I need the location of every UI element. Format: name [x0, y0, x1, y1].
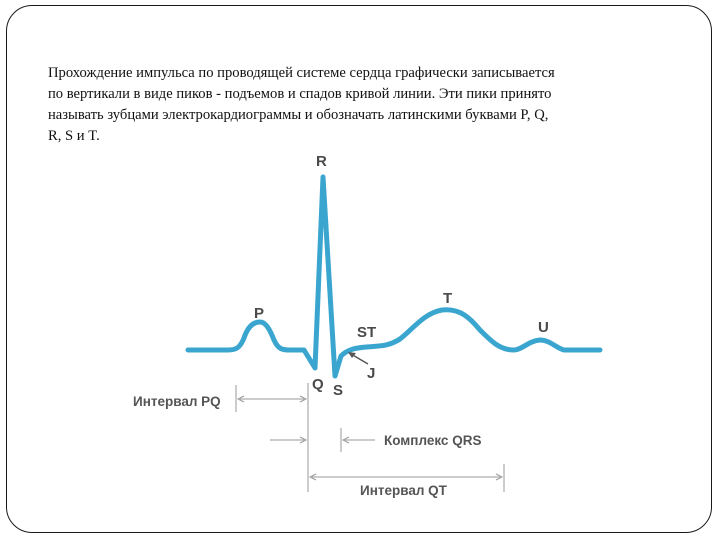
label-u: U: [538, 319, 549, 336]
paragraph-line: Прохождение импульса по проводящей систе…: [48, 65, 555, 81]
label-t: T: [443, 290, 452, 307]
j-pointer-arrowhead: [348, 352, 356, 358]
interval-qt-arrow-right: [495, 473, 504, 481]
paragraph-line: называть зубцами электрокардиограммы и о…: [48, 107, 549, 123]
label-p: P: [254, 305, 264, 322]
interval-pq-label: Интервал PQ: [133, 394, 221, 409]
description-paragraph: Прохождение импульса по проводящей систе…: [48, 63, 678, 147]
label-q: Q: [312, 376, 324, 393]
interval-qt-label: Интервал QT: [360, 483, 448, 498]
interval-pq-arrow-left: [236, 395, 245, 403]
label-st: ST: [357, 324, 376, 341]
label-r: R: [316, 153, 327, 170]
label-s: S: [333, 382, 343, 399]
qrs-arrow-left-head: [299, 436, 308, 444]
ecg-trace: [185, 174, 603, 379]
paragraph-line: R, S и T.: [48, 128, 100, 144]
paragraph-line: по вертикали в виде пиков - подъемов и с…: [48, 86, 552, 102]
interval-pq-arrow-right: [299, 395, 308, 403]
complex-qrs-label: Комплекс QRS: [384, 433, 481, 448]
slide-frame: [6, 5, 712, 533]
interval-qt-arrow-left: [308, 473, 317, 481]
label-j: J: [367, 365, 375, 382]
qrs-arrow-right-head: [341, 436, 350, 444]
